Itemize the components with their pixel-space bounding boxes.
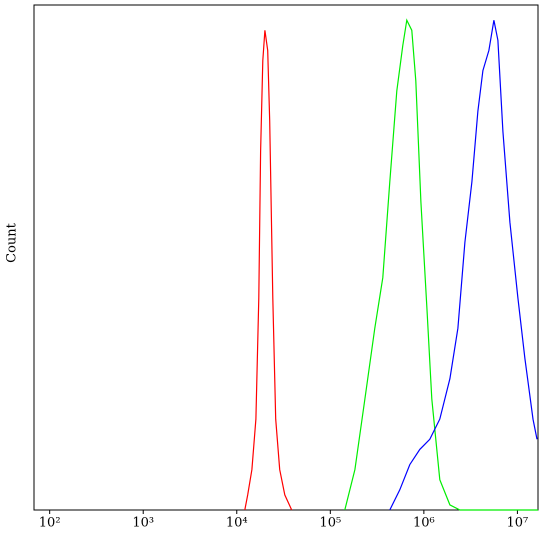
x-tick-label: 10⁷ <box>507 516 529 531</box>
x-tick-label: 10² <box>39 516 61 531</box>
x-tick-label: 10⁶ <box>413 516 435 531</box>
plot-frame <box>33 4 539 511</box>
histogram-line <box>389 20 538 511</box>
y-axis-label: Count <box>5 222 20 263</box>
x-tick-label: 10⁵ <box>319 516 341 531</box>
x-tick-label: 10⁴ <box>226 516 248 531</box>
histogram-line <box>344 18 538 511</box>
histogram-line <box>244 30 293 511</box>
x-tick-label: 10³ <box>132 516 154 531</box>
